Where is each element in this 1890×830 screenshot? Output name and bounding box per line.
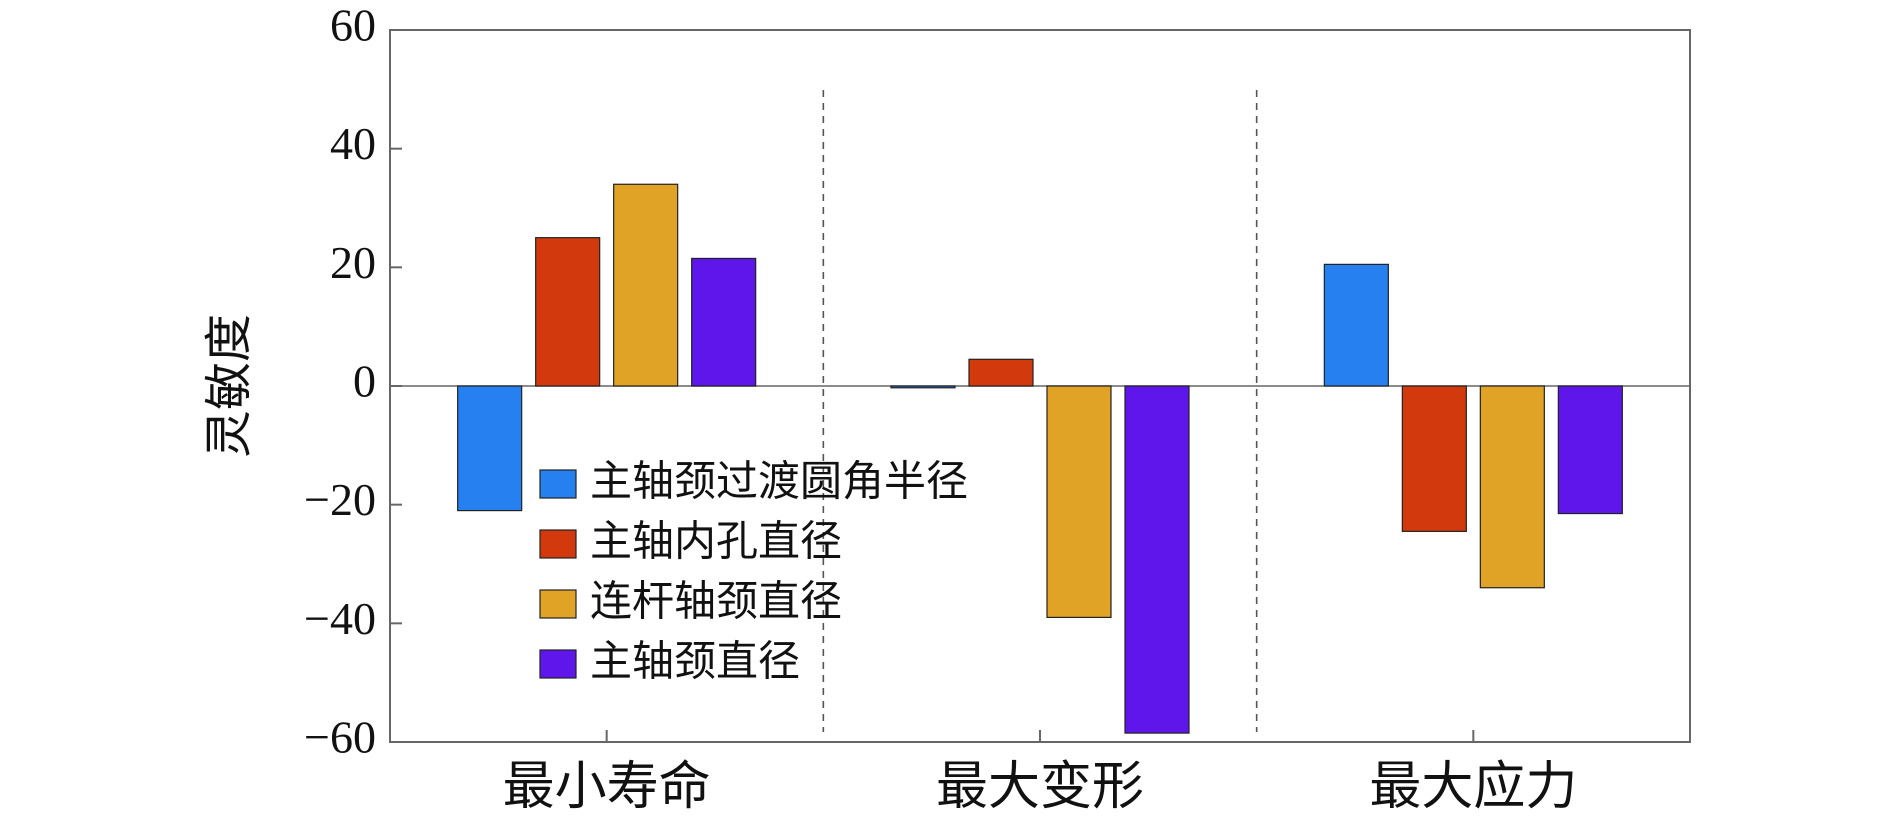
bar — [613, 183, 679, 387]
legend-swatch — [539, 529, 577, 559]
bar — [1046, 385, 1112, 618]
bar — [691, 257, 757, 387]
group-separators — [822, 90, 1258, 732]
y-tick-label: −20 — [304, 474, 376, 525]
bar — [1401, 385, 1467, 532]
x-category-label: 最大应力 — [1369, 757, 1577, 817]
bar — [1479, 385, 1545, 589]
y-axis: 60 40 20 0 −20 −40 −60 — [304, 0, 402, 763]
bars — [457, 183, 1623, 734]
x-axis: 最小寿命 最大变形 最大应力 — [503, 730, 1577, 817]
legend-swatch — [539, 469, 577, 499]
legend-label: 主轴颈过渡圆角半径 — [590, 457, 968, 506]
legend-label: 连杆轴颈直径 — [590, 577, 842, 626]
y-tick-label: −60 — [304, 712, 376, 763]
x-category-label: 最小寿命 — [503, 757, 711, 817]
legend-label: 主轴颈直径 — [590, 637, 800, 686]
bar — [968, 358, 1034, 387]
y-tick-label: 40 — [330, 118, 376, 169]
bar — [1323, 263, 1389, 387]
y-tick-label: −40 — [304, 593, 376, 644]
legend-swatch — [539, 589, 577, 619]
bar — [890, 385, 956, 389]
y-axis-title: 灵敏度 — [201, 314, 257, 458]
bar — [1124, 385, 1190, 734]
bar — [1557, 385, 1623, 515]
y-tick-label: 20 — [330, 237, 376, 288]
y-tick-label: 60 — [330, 0, 376, 51]
y-tick-label: 0 — [353, 356, 376, 407]
legend-swatch — [539, 649, 577, 679]
bar — [457, 385, 523, 512]
legend-label: 主轴内孔直径 — [590, 517, 842, 566]
bar — [535, 237, 601, 387]
x-category-label: 最大变形 — [936, 757, 1144, 817]
